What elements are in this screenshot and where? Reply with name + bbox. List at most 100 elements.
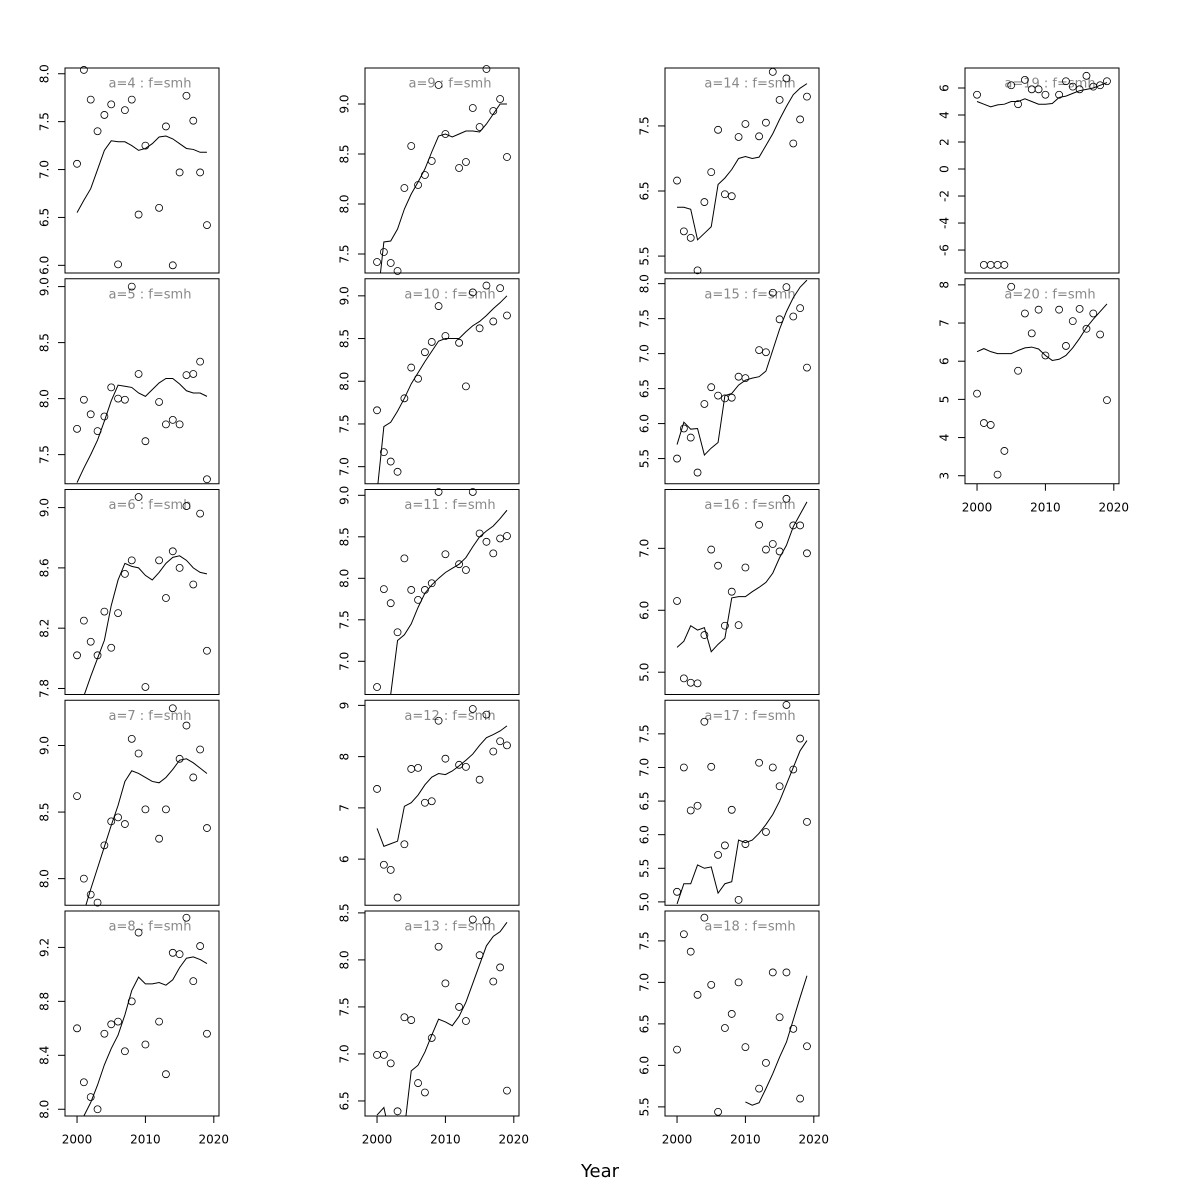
data-point: [155, 1017, 163, 1026]
data-point: [762, 545, 770, 554]
data-point: [762, 828, 770, 836]
data-point: [489, 107, 498, 115]
data-point: [141, 683, 150, 691]
y-tick-label: 8.0: [638, 274, 652, 293]
y-tick-label: 7.5: [338, 244, 352, 263]
data-point: [721, 1024, 729, 1032]
data-point: [462, 158, 470, 166]
smooth-line: [745, 975, 808, 1106]
data-point: [1089, 309, 1098, 318]
panel: a=8 : f=smh 8.0 8.4 8.8 9.2 2000 2010 2020: [38, 910, 229, 1147]
data-point: [162, 420, 170, 429]
data-point: [196, 357, 205, 366]
data-point: [803, 363, 811, 372]
data-point: [155, 398, 163, 406]
panel-title: a=15 : f=smh: [704, 287, 795, 302]
data-point: [1055, 90, 1063, 99]
data-point: [386, 599, 395, 608]
data-point: [175, 420, 184, 429]
y-tick-label: 6.0: [638, 1056, 652, 1075]
y-tick-label: 6.5: [638, 181, 652, 200]
plot-frame: [64, 67, 220, 274]
y-tick-label: 8.0: [38, 64, 52, 83]
data-point: [93, 898, 102, 907]
data-point: [673, 887, 681, 896]
panel-title: a=11 : f=smh: [404, 498, 495, 513]
data-point: [1034, 305, 1043, 314]
data-point: [379, 1050, 388, 1059]
data-point: [162, 1070, 170, 1079]
data-point: [100, 111, 109, 119]
data-point: [427, 797, 436, 806]
data-point: [79, 1078, 88, 1087]
x-tick-label: 2000: [62, 1133, 93, 1147]
data-point: [203, 1029, 211, 1038]
y-tick-label: 8.8: [38, 992, 52, 1011]
data-point: [679, 227, 688, 236]
data-point: [400, 1013, 409, 1022]
data-point: [107, 100, 116, 109]
data-point: [175, 168, 184, 177]
y-tick-label: 7: [938, 319, 952, 327]
data-point: [121, 1047, 129, 1056]
data-point: [755, 520, 763, 529]
smooth-line: [676, 279, 808, 457]
plot-frame: [964, 278, 1120, 485]
y-tick-label: 3: [938, 472, 952, 480]
data-point: [1075, 85, 1084, 94]
y-tick-label: 7.5: [338, 997, 352, 1016]
data-point: [93, 1105, 102, 1114]
data-point: [379, 860, 388, 869]
data-point: [1103, 77, 1111, 86]
data-point: [714, 561, 722, 570]
data-point: [775, 1013, 784, 1022]
data-point: [373, 683, 381, 691]
data-point: [1068, 317, 1077, 326]
data-point: [121, 395, 129, 404]
data-point: [134, 210, 143, 219]
data-point: [203, 646, 211, 655]
data-point: [979, 419, 988, 427]
data-point: [489, 747, 498, 756]
data-point: [679, 763, 688, 772]
plot-frame: [664, 278, 820, 485]
y-tick-label: 5.5: [638, 247, 652, 266]
data-point: [762, 118, 770, 127]
y-tick-label: 9.0: [38, 736, 52, 755]
data-point: [421, 171, 429, 179]
data-point: [462, 566, 470, 574]
data-point: [455, 560, 463, 569]
data-point: [441, 332, 450, 340]
y-tick-label: 7.0: [338, 1044, 352, 1063]
data-point: [1062, 342, 1070, 350]
data-point: [134, 370, 143, 378]
y-tick-label: 9.0: [38, 498, 52, 517]
data-point: [127, 95, 136, 104]
data-point: [168, 261, 177, 270]
data-point: [393, 1107, 402, 1116]
data-point: [1014, 366, 1022, 375]
data-point: [100, 841, 109, 850]
data-point: [734, 133, 743, 141]
data-point: [1062, 77, 1070, 86]
y-tick-label: 9.0: [338, 486, 352, 505]
y-tick-label: 7.0: [338, 457, 352, 476]
x-tick-label: 2000: [962, 500, 993, 514]
panel-title: a=9 : f=smh: [409, 77, 492, 92]
data-point: [127, 997, 136, 1006]
data-point: [496, 284, 505, 293]
data-point: [455, 164, 463, 172]
data-point: [168, 948, 177, 957]
data-point: [421, 586, 429, 594]
data-point: [114, 260, 122, 269]
data-point: [727, 1010, 736, 1018]
x-tick-label: 2010: [1030, 500, 1061, 514]
data-point: [503, 532, 511, 540]
data-point: [79, 395, 88, 404]
data-point: [441, 979, 450, 988]
data-point: [741, 840, 750, 848]
data-point: [441, 130, 450, 138]
data-point: [796, 1094, 805, 1103]
plot-frame: [364, 910, 520, 1117]
data-point: [721, 190, 729, 199]
